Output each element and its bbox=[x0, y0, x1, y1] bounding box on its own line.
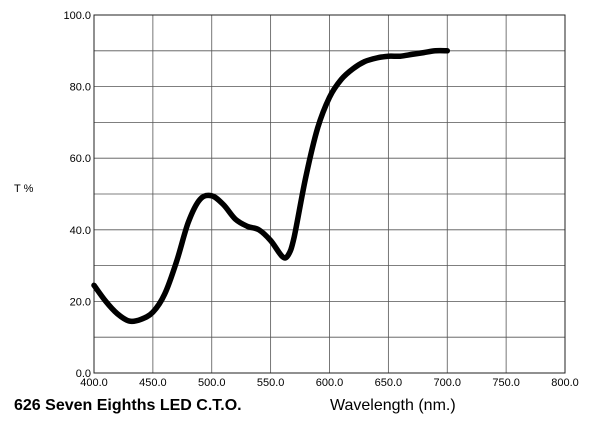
x-axis-label: Wavelength (nm.) bbox=[330, 397, 456, 414]
plot-border bbox=[93, 14, 566, 374]
x-tick-label: 400.0 bbox=[80, 377, 108, 389]
y-tick-label: 80.0 bbox=[70, 82, 91, 94]
x-tick-label: 650.0 bbox=[375, 377, 403, 389]
y-tick-labels: 0.0 20.0 40.0 60.0 80.0 100.0 bbox=[63, 10, 91, 380]
y-tick-label: 20.0 bbox=[70, 296, 91, 308]
x-tick-label: 550.0 bbox=[257, 377, 285, 389]
x-tick-label: 700.0 bbox=[433, 377, 461, 389]
x-tick-label: 750.0 bbox=[492, 377, 520, 389]
y-tick-label: 60.0 bbox=[70, 153, 91, 165]
y-tick-label: 40.0 bbox=[70, 225, 91, 237]
x-tick-labels: 400.0 450.0 500.0 550.0 600.0 650.0 700.0 750.0… bbox=[80, 377, 579, 389]
grid bbox=[93, 14, 566, 374]
series-lines bbox=[91, 47, 451, 325]
transmission-curve bbox=[91, 47, 451, 325]
x-tick-label: 500.0 bbox=[198, 377, 226, 389]
chart-title: 626 Seven Eighths LED C.T.O. bbox=[14, 397, 242, 414]
plot-frame bbox=[93, 14, 566, 374]
y-tick-label: 100.0 bbox=[63, 10, 91, 22]
y-tick-label: 0.0 bbox=[76, 368, 91, 380]
y-axis-label: T % bbox=[14, 183, 34, 195]
x-tick-label: 800.0 bbox=[551, 377, 579, 389]
x-tick-label: 450.0 bbox=[139, 377, 167, 389]
x-tick-label: 600.0 bbox=[316, 377, 344, 389]
